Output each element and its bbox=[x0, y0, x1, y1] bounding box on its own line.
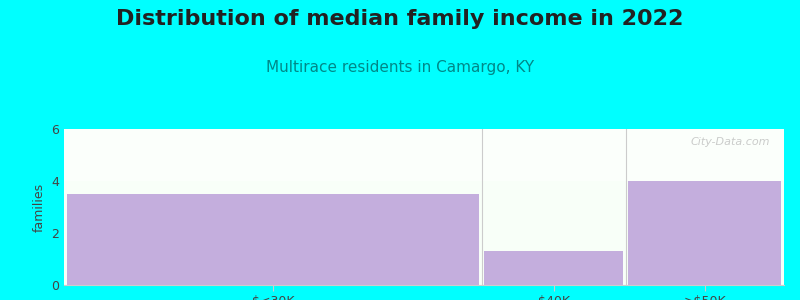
Bar bbox=[64, 129, 784, 181]
Y-axis label: families: families bbox=[33, 182, 46, 232]
Text: City-Data.com: City-Data.com bbox=[690, 137, 770, 147]
Bar bbox=[629, 181, 781, 285]
Text: Distribution of median family income in 2022: Distribution of median family income in … bbox=[116, 9, 684, 29]
Bar bbox=[67, 194, 478, 285]
Bar bbox=[485, 251, 622, 285]
Text: Multirace residents in Camargo, KY: Multirace residents in Camargo, KY bbox=[266, 60, 534, 75]
